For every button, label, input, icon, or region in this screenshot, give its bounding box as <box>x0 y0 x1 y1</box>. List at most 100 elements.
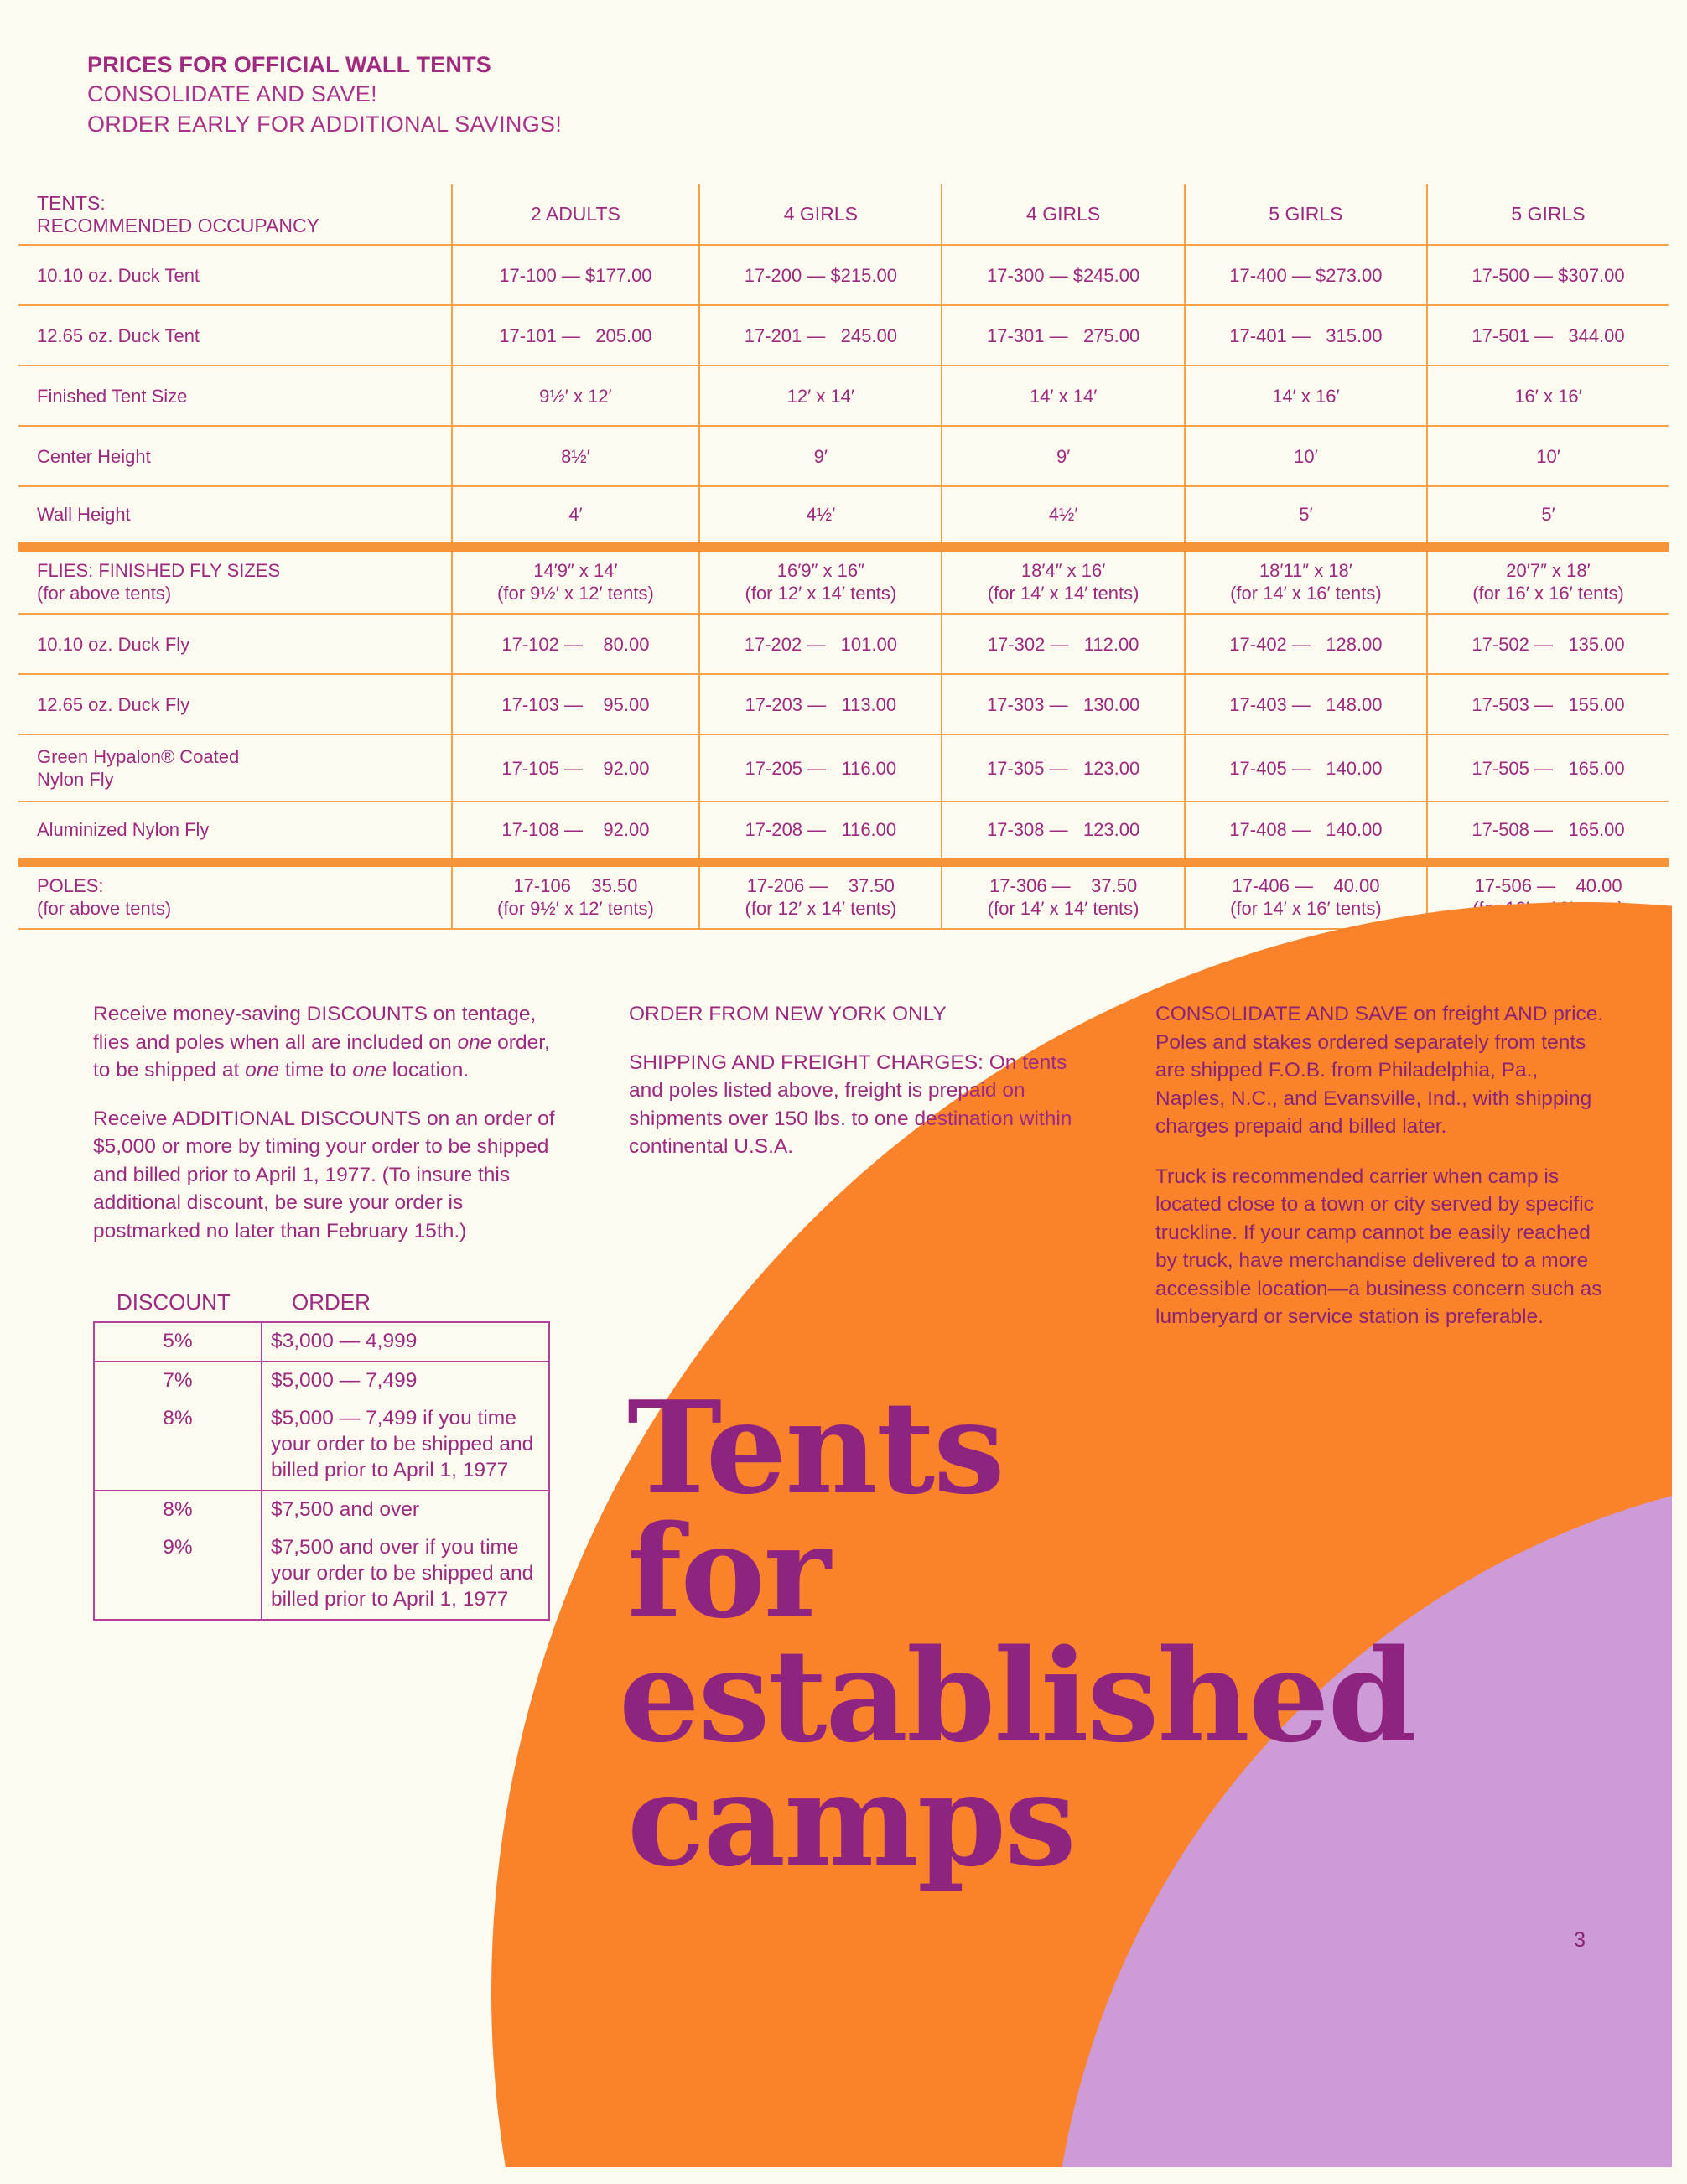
price-table: TENTS: RECOMMENDED OCCUPANCY 2 ADULTS 4 … <box>18 184 1669 930</box>
spec-cell: 14′ x 14′ <box>942 366 1186 427</box>
shipping-charges-paragraph: SHIPPING AND FREIGHT CHARGES: On tents a… <box>629 1050 1072 1159</box>
discount-order: $7,500 and over <box>261 1490 550 1529</box>
discount-order: $3,000 — 4,999 <box>261 1321 550 1362</box>
spec-cell: 5′ <box>1184 486 1429 547</box>
discount-order: $5,000 — 7,499 <box>261 1361 550 1400</box>
poles-note: (for 12′ x 14′ tents) <box>745 898 897 920</box>
headline-line-3: established <box>619 1621 1417 1771</box>
corner-header-line1: TENTS: <box>37 191 106 214</box>
table-row: 5% $3,000 — 4,999 <box>93 1321 550 1362</box>
price-cell: 17-502 — 135.00 <box>1427 614 1669 675</box>
price-cell: 17-403 — 148.00 <box>1184 674 1429 735</box>
fly-size-note: (for 12′ x 14′ tents) <box>745 583 897 604</box>
price-cell: 17-303 — 130.00 <box>942 674 1186 735</box>
price-cell: 17-503 — 155.00 <box>1427 674 1669 735</box>
price-cell: 17-308 — 123.00 <box>942 801 1186 863</box>
fly-size-cell: 20′7″ x 18′ (for 16′ x 16′ tents) <box>1427 542 1669 615</box>
column-header: 4 GIRLS <box>699 184 943 246</box>
table-row: 9% $7,500 and over if you time your orde… <box>93 1529 550 1621</box>
spec-cell: 12′ x 14′ <box>699 366 943 427</box>
fly-size-note: (for 9½′ x 12′ tents) <box>497 583 654 604</box>
spec-cell: 4½′ <box>699 486 943 547</box>
price-cell: 17-101 — 205.00 <box>451 305 701 366</box>
column-header: 2 ADULTS <box>451 184 701 246</box>
row-label: Center Height <box>18 426 453 487</box>
poles-label-line2: (for above tents) <box>37 898 172 920</box>
consolidate-paragraph: CONSOLIDATE AND SAVE on freight AND pric… <box>1155 1003 1604 1138</box>
table-header-row: TENTS: RECOMMENDED OCCUPANCY 2 ADULTS 4 … <box>18 184 1669 246</box>
left-margin-band <box>7 7 18 2177</box>
row-label: 10.10 oz. Duck Fly <box>18 614 453 675</box>
column-header: 4 GIRLS <box>942 184 1186 246</box>
poles-note: (for 9½′ x 12′ tents) <box>497 898 654 920</box>
fly-size: 16′9″ x 16″ <box>776 560 864 582</box>
price-cell: 17-102 — 80.00 <box>451 614 701 675</box>
flies-section-label: FLIES: FINISHED FLY SIZES (for above ten… <box>18 542 453 615</box>
price-cell: 17-208 — 116.00 <box>699 801 943 863</box>
price-cell: 17-301 — 275.00 <box>942 305 1186 366</box>
spec-cell: 10′ <box>1184 426 1429 487</box>
table-row: 10.10 oz. Duck Fly 17-102 — 80.00 17-202… <box>18 614 1669 675</box>
paper-surface: PRICES FOR OFFICIAL WALL TENTS CONSOLIDA… <box>7 7 1680 2177</box>
poles-note: (for 14′ x 16′ tents) <box>1230 898 1382 920</box>
price-cell: 17-105 — 92.00 <box>451 734 701 802</box>
discount-pct: 9% <box>93 1529 262 1621</box>
discount-info-column: Receive money-saving DISCOUNTS on tentag… <box>93 1000 567 1265</box>
dp1-d: location. <box>387 1059 470 1082</box>
discount-table-headings: DISCOUNT ORDER <box>93 1288 571 1321</box>
discount-pct: 7% <box>93 1361 262 1400</box>
row-label: Green Hypalon® Coated Nylon Fly <box>18 734 453 802</box>
dp1-c: time to <box>279 1059 353 1082</box>
fly-size: 18′4″ x 16′ <box>1020 560 1106 582</box>
discount-table: 5% $3,000 — 4,999 7% $5,000 — 7,499 8% $… <box>93 1321 550 1621</box>
dp1-b: order, to be shipped at <box>93 1030 550 1082</box>
price-cell: 17-201 — 245.00 <box>699 305 943 366</box>
price-cell: 17-508 — 165.00 <box>1427 801 1669 863</box>
price-cell: 17-100 — $177.00 <box>451 245 701 306</box>
flies-header-row: FLIES: FINISHED FLY SIZES (for above ten… <box>18 542 1669 615</box>
price-cell: 17-205 — 116.00 <box>699 734 943 802</box>
price-cell: 17-505 — 165.00 <box>1427 734 1669 802</box>
poles-cell: 17-406 — 40.00 (for 14′ x 16′ tents) <box>1184 857 1429 930</box>
column-header: 5 GIRLS <box>1184 184 1429 246</box>
fly-size-cell: 14′9″ x 14′ (for 9½′ x 12′ tents) <box>451 542 701 615</box>
fly-size-cell: 16′9″ x 16″ (for 12′ x 14′ tents) <box>699 542 943 615</box>
dp1-a: Receive money-saving DISCOUNTS on tentag… <box>93 1003 537 1054</box>
page-title: PRICES FOR OFFICIAL WALL TENTS <box>87 52 492 77</box>
price-cell: 17-400 — $273.00 <box>1184 245 1429 306</box>
table-row: 7% $5,000 — 7,499 <box>93 1361 550 1400</box>
spec-cell: 8½′ <box>451 426 701 487</box>
column-header: 5 GIRLS <box>1427 184 1669 246</box>
spec-cell: 4′ <box>451 486 701 547</box>
page-header: PRICES FOR OFFICIAL WALL TENTS CONSOLIDA… <box>87 50 1010 139</box>
price-cell: 17-200 — $215.00 <box>699 245 943 306</box>
table-row: 10.10 oz. Duck Tent 17-100 — $177.00 17-… <box>18 245 1669 306</box>
fly-size-note: (for 14′ x 16′ tents) <box>1230 583 1382 604</box>
price-cell: 17-103 — 95.00 <box>451 674 701 735</box>
table-row: Finished Tent Size 9½′ x 12′ 12′ x 14′ 1… <box>18 366 1669 427</box>
headline-line-1: Tents <box>627 1372 1005 1523</box>
right-margin-band <box>1672 7 1680 2177</box>
price-cell: 17-402 — 128.00 <box>1184 614 1429 675</box>
dp1-em3: one <box>352 1059 387 1082</box>
poles-label: POLES: (for above tents) <box>18 857 453 930</box>
discount-pct: 5% <box>93 1321 262 1362</box>
row-label-line2: Nylon Fly <box>37 769 114 790</box>
order-from-heading: ORDER FROM NEW YORK ONLY <box>629 1003 947 1025</box>
spec-cell: 10′ <box>1427 426 1669 487</box>
table-row: 12.65 oz. Duck Fly 17-103 — 95.00 17-203… <box>18 674 1669 735</box>
headline-line-2: for <box>627 1497 831 1647</box>
order-col-heading: ORDER <box>292 1289 371 1315</box>
table-row: 8% $7,500 and over <box>93 1490 550 1529</box>
discount-paragraph-2: Receive ADDITIONAL DISCOUNTS on an order… <box>93 1107 555 1242</box>
discount-order: $7,500 and over if you time your order t… <box>261 1529 550 1621</box>
spec-cell: 5′ <box>1427 486 1669 547</box>
poles-note: (for 14′ x 14′ tents) <box>987 898 1139 920</box>
poles-cell: 17-306 — 37.50 (for 14′ x 14′ tents) <box>942 857 1186 930</box>
row-label: Aluminized Nylon Fly <box>18 801 453 863</box>
corner-header-line2: RECOMMENDED OCCUPANCY <box>37 214 319 236</box>
poles-price: 17-506 — 40.00 <box>1474 875 1622 897</box>
fly-size-cell: 18′4″ x 16′ (for 14′ x 14′ tents) <box>942 542 1186 615</box>
spec-cell: 16′ x 16′ <box>1427 366 1669 427</box>
